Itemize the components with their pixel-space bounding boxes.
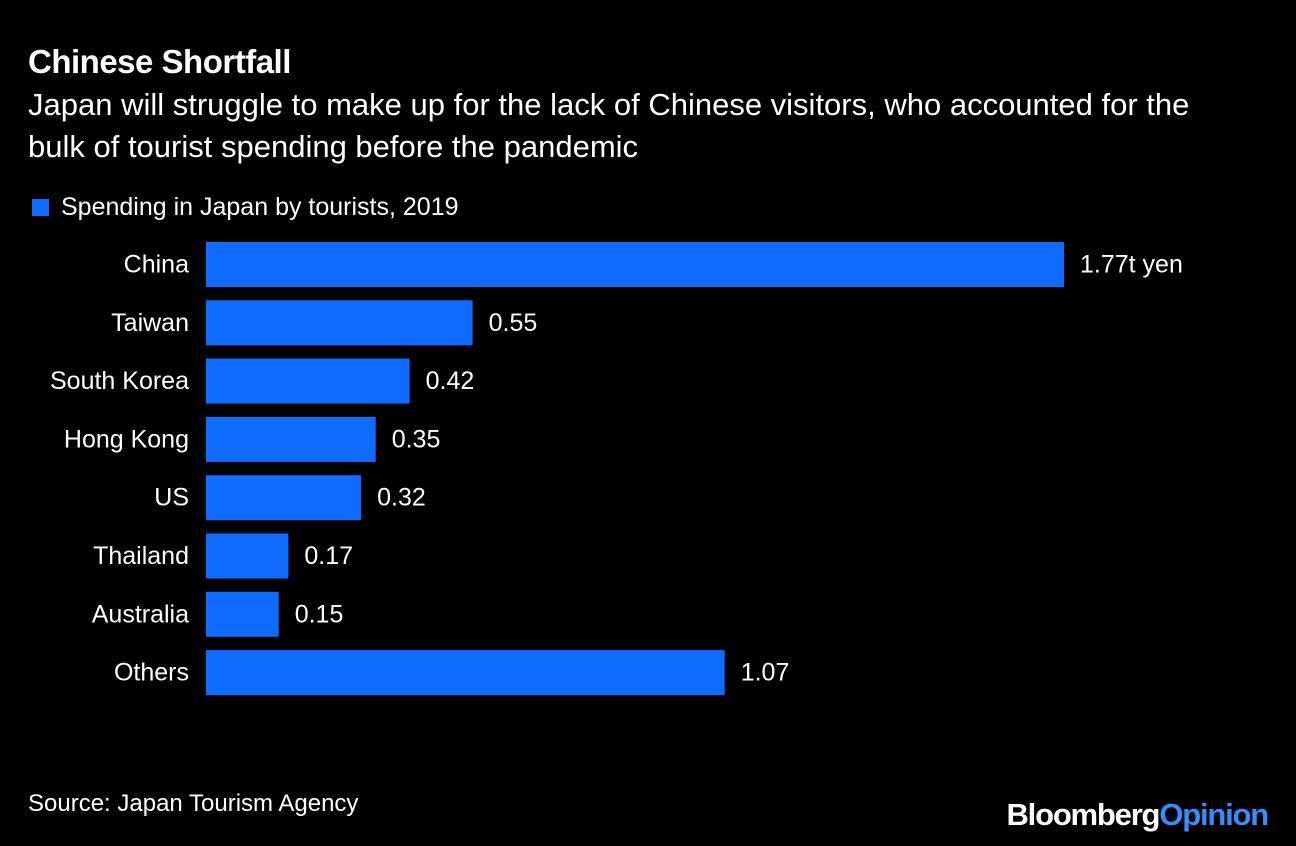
- bar-china: [206, 242, 1064, 287]
- category-label-thailand: Thailand: [93, 542, 189, 570]
- legend-swatch: [32, 198, 49, 216]
- value-label-china: 1.77t yen: [1080, 251, 1183, 279]
- value-label-hong-kong: 0.35: [392, 425, 441, 453]
- value-label-thailand: 0.17: [304, 542, 353, 570]
- value-label-australia: 0.15: [295, 600, 344, 628]
- bar-australia: [206, 591, 279, 637]
- source-note: Source: Japan Tourism Agency: [28, 790, 359, 817]
- bar-hong-kong: [206, 416, 376, 462]
- value-label-south-korea: 0.42: [426, 367, 475, 395]
- bar-taiwan: [206, 300, 473, 346]
- bloomberg-opinion-logo: BloombergOpinion: [1006, 797, 1269, 833]
- value-label-us: 0.32: [377, 484, 426, 512]
- category-label-us: US: [154, 484, 189, 512]
- category-label-taiwan: Taiwan: [111, 309, 189, 337]
- value-label-taiwan: 0.55: [489, 309, 538, 337]
- chart-subtitle: Japan will struggle to make up for the l…: [28, 87, 1190, 164]
- legend-label: Spending in Japan by tourists, 2019: [61, 192, 459, 221]
- chart-title: Chinese Shortfall: [28, 43, 291, 80]
- bar-others: [206, 650, 725, 696]
- bar-us: [206, 475, 362, 521]
- value-label-others: 1.07: [741, 659, 790, 687]
- category-label-hong-kong: Hong Kong: [64, 425, 189, 453]
- logo-bloomberg: Bloomberg: [1006, 797, 1160, 832]
- bar-south-korea: [206, 358, 410, 404]
- legend: Spending in Japan by tourists, 2019: [32, 190, 459, 224]
- category-label-china: China: [124, 251, 189, 279]
- category-label-australia: Australia: [92, 600, 189, 628]
- category-label-others: Others: [114, 659, 189, 687]
- bar-thailand: [206, 533, 289, 579]
- category-label-south-korea: South Korea: [50, 367, 189, 395]
- logo-opinion: Opinion: [1159, 797, 1269, 832]
